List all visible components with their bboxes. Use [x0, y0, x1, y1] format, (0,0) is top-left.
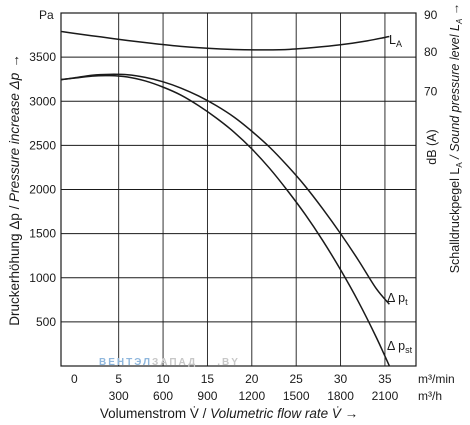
y-tick-label: 2500	[29, 138, 56, 152]
x-tick-label-m3h: 1500	[283, 389, 310, 403]
x-axis-title: Volumenstrom V̇ / Volumetric flow rate V…	[100, 406, 358, 421]
x-tick-label-m3h: 1200	[238, 389, 265, 403]
x-tick-label-m3min: 0	[71, 372, 78, 386]
x-tick-label-m3min: 15	[201, 372, 215, 386]
x-unit-m3min: m³/min	[418, 372, 455, 386]
series-label-la: LA	[389, 33, 402, 49]
x-tick-label-m3min: 5	[115, 372, 122, 386]
watermark: ВЕНТЭЛЗАПАД .BY	[99, 357, 240, 368]
curve-delta-pst	[60, 74, 391, 367]
left-axis-ticks: 500 1000 1500 2000 2500 3000 3500	[29, 50, 56, 329]
x-tick-label-m3min: 25	[290, 372, 304, 386]
grid	[61, 13, 416, 366]
right-axis-ticks: 70 80	[424, 45, 438, 98]
curves	[60, 30, 391, 367]
series-label-dpt: Δ pt	[387, 291, 408, 307]
curve-la	[60, 30, 390, 51]
y-tick-label: 1000	[29, 271, 56, 285]
x-unit-m3h: m³/h	[418, 389, 442, 403]
x-tick-label-m3h: 1800	[327, 389, 354, 403]
y-tick-label: 2000	[29, 183, 56, 197]
x-tick-label-m3h: 900	[197, 389, 217, 403]
x-tick-label-m3min: 35	[378, 372, 392, 386]
x-tick-label-m3h: 300	[109, 389, 129, 403]
y-axis-title: Druckerhöhung Δp / Pressure increase Δp→	[7, 54, 22, 325]
right-axis-unit: dB (A)	[425, 129, 439, 164]
right-tick-label: 70	[424, 84, 438, 98]
y-tick-label: 3500	[29, 50, 56, 64]
x-tick-label-m3min: 30	[334, 372, 348, 386]
left-unit-label: Pa	[39, 8, 54, 22]
y-tick-label: 1500	[29, 227, 56, 241]
right-top-tick-label: 90	[424, 8, 438, 22]
curve-delta-pt	[60, 73, 390, 305]
right-tick-label: 80	[424, 45, 438, 59]
x-tick-label-m3h: 600	[153, 389, 173, 403]
right-axis-title: Schalldruckpegel LA / Sound pressure lev…	[448, 3, 464, 274]
x-tick-label-m3min: 10	[156, 372, 170, 386]
x-axis-ticks: 0 5 10 15 20 25 30 35 300 600 900 1200 1500 1800 2100	[71, 372, 399, 403]
x-tick-label-m3min: 20	[245, 372, 259, 386]
x-tick-label-m3h: 2100	[372, 389, 399, 403]
series-label-dpst: Δ pst	[387, 339, 413, 355]
y-tick-label: 500	[36, 315, 56, 329]
y-tick-label: 3000	[29, 94, 56, 108]
